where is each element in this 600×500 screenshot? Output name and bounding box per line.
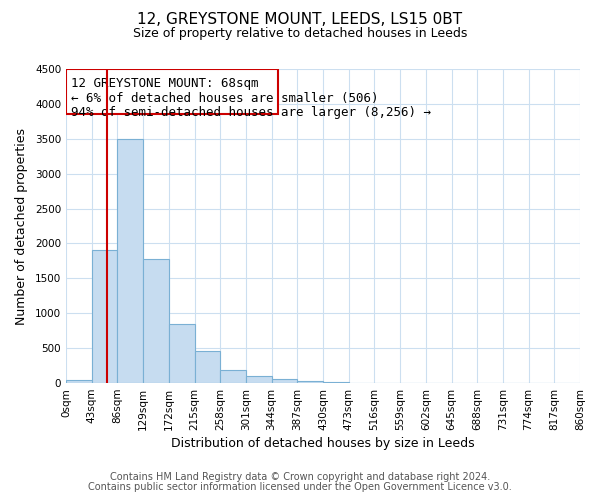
- Bar: [118, 139, 143, 383]
- Bar: [66, 69, 278, 114]
- Y-axis label: Number of detached properties: Number of detached properties: [15, 128, 28, 324]
- Bar: [92, 250, 118, 383]
- Text: Contains HM Land Registry data © Crown copyright and database right 2024.: Contains HM Land Registry data © Crown c…: [110, 472, 490, 482]
- X-axis label: Distribution of detached houses by size in Leeds: Distribution of detached houses by size …: [171, 437, 475, 450]
- Text: 12 GREYSTONE MOUNT: 68sqm: 12 GREYSTONE MOUNT: 68sqm: [71, 77, 259, 90]
- Bar: [220, 370, 246, 383]
- Bar: [66, 380, 92, 383]
- Bar: [246, 376, 272, 383]
- Bar: [298, 381, 323, 383]
- Text: Contains public sector information licensed under the Open Government Licence v3: Contains public sector information licen…: [88, 482, 512, 492]
- Bar: [143, 259, 169, 383]
- Bar: [323, 382, 349, 383]
- Bar: [169, 324, 194, 383]
- Text: Size of property relative to detached houses in Leeds: Size of property relative to detached ho…: [133, 28, 467, 40]
- Text: 94% of semi-detached houses are larger (8,256) →: 94% of semi-detached houses are larger (…: [71, 106, 431, 119]
- Bar: [272, 379, 298, 383]
- Text: ← 6% of detached houses are smaller (506): ← 6% of detached houses are smaller (506…: [71, 92, 379, 104]
- Bar: [194, 351, 220, 383]
- Text: 12, GREYSTONE MOUNT, LEEDS, LS15 0BT: 12, GREYSTONE MOUNT, LEEDS, LS15 0BT: [137, 12, 463, 28]
